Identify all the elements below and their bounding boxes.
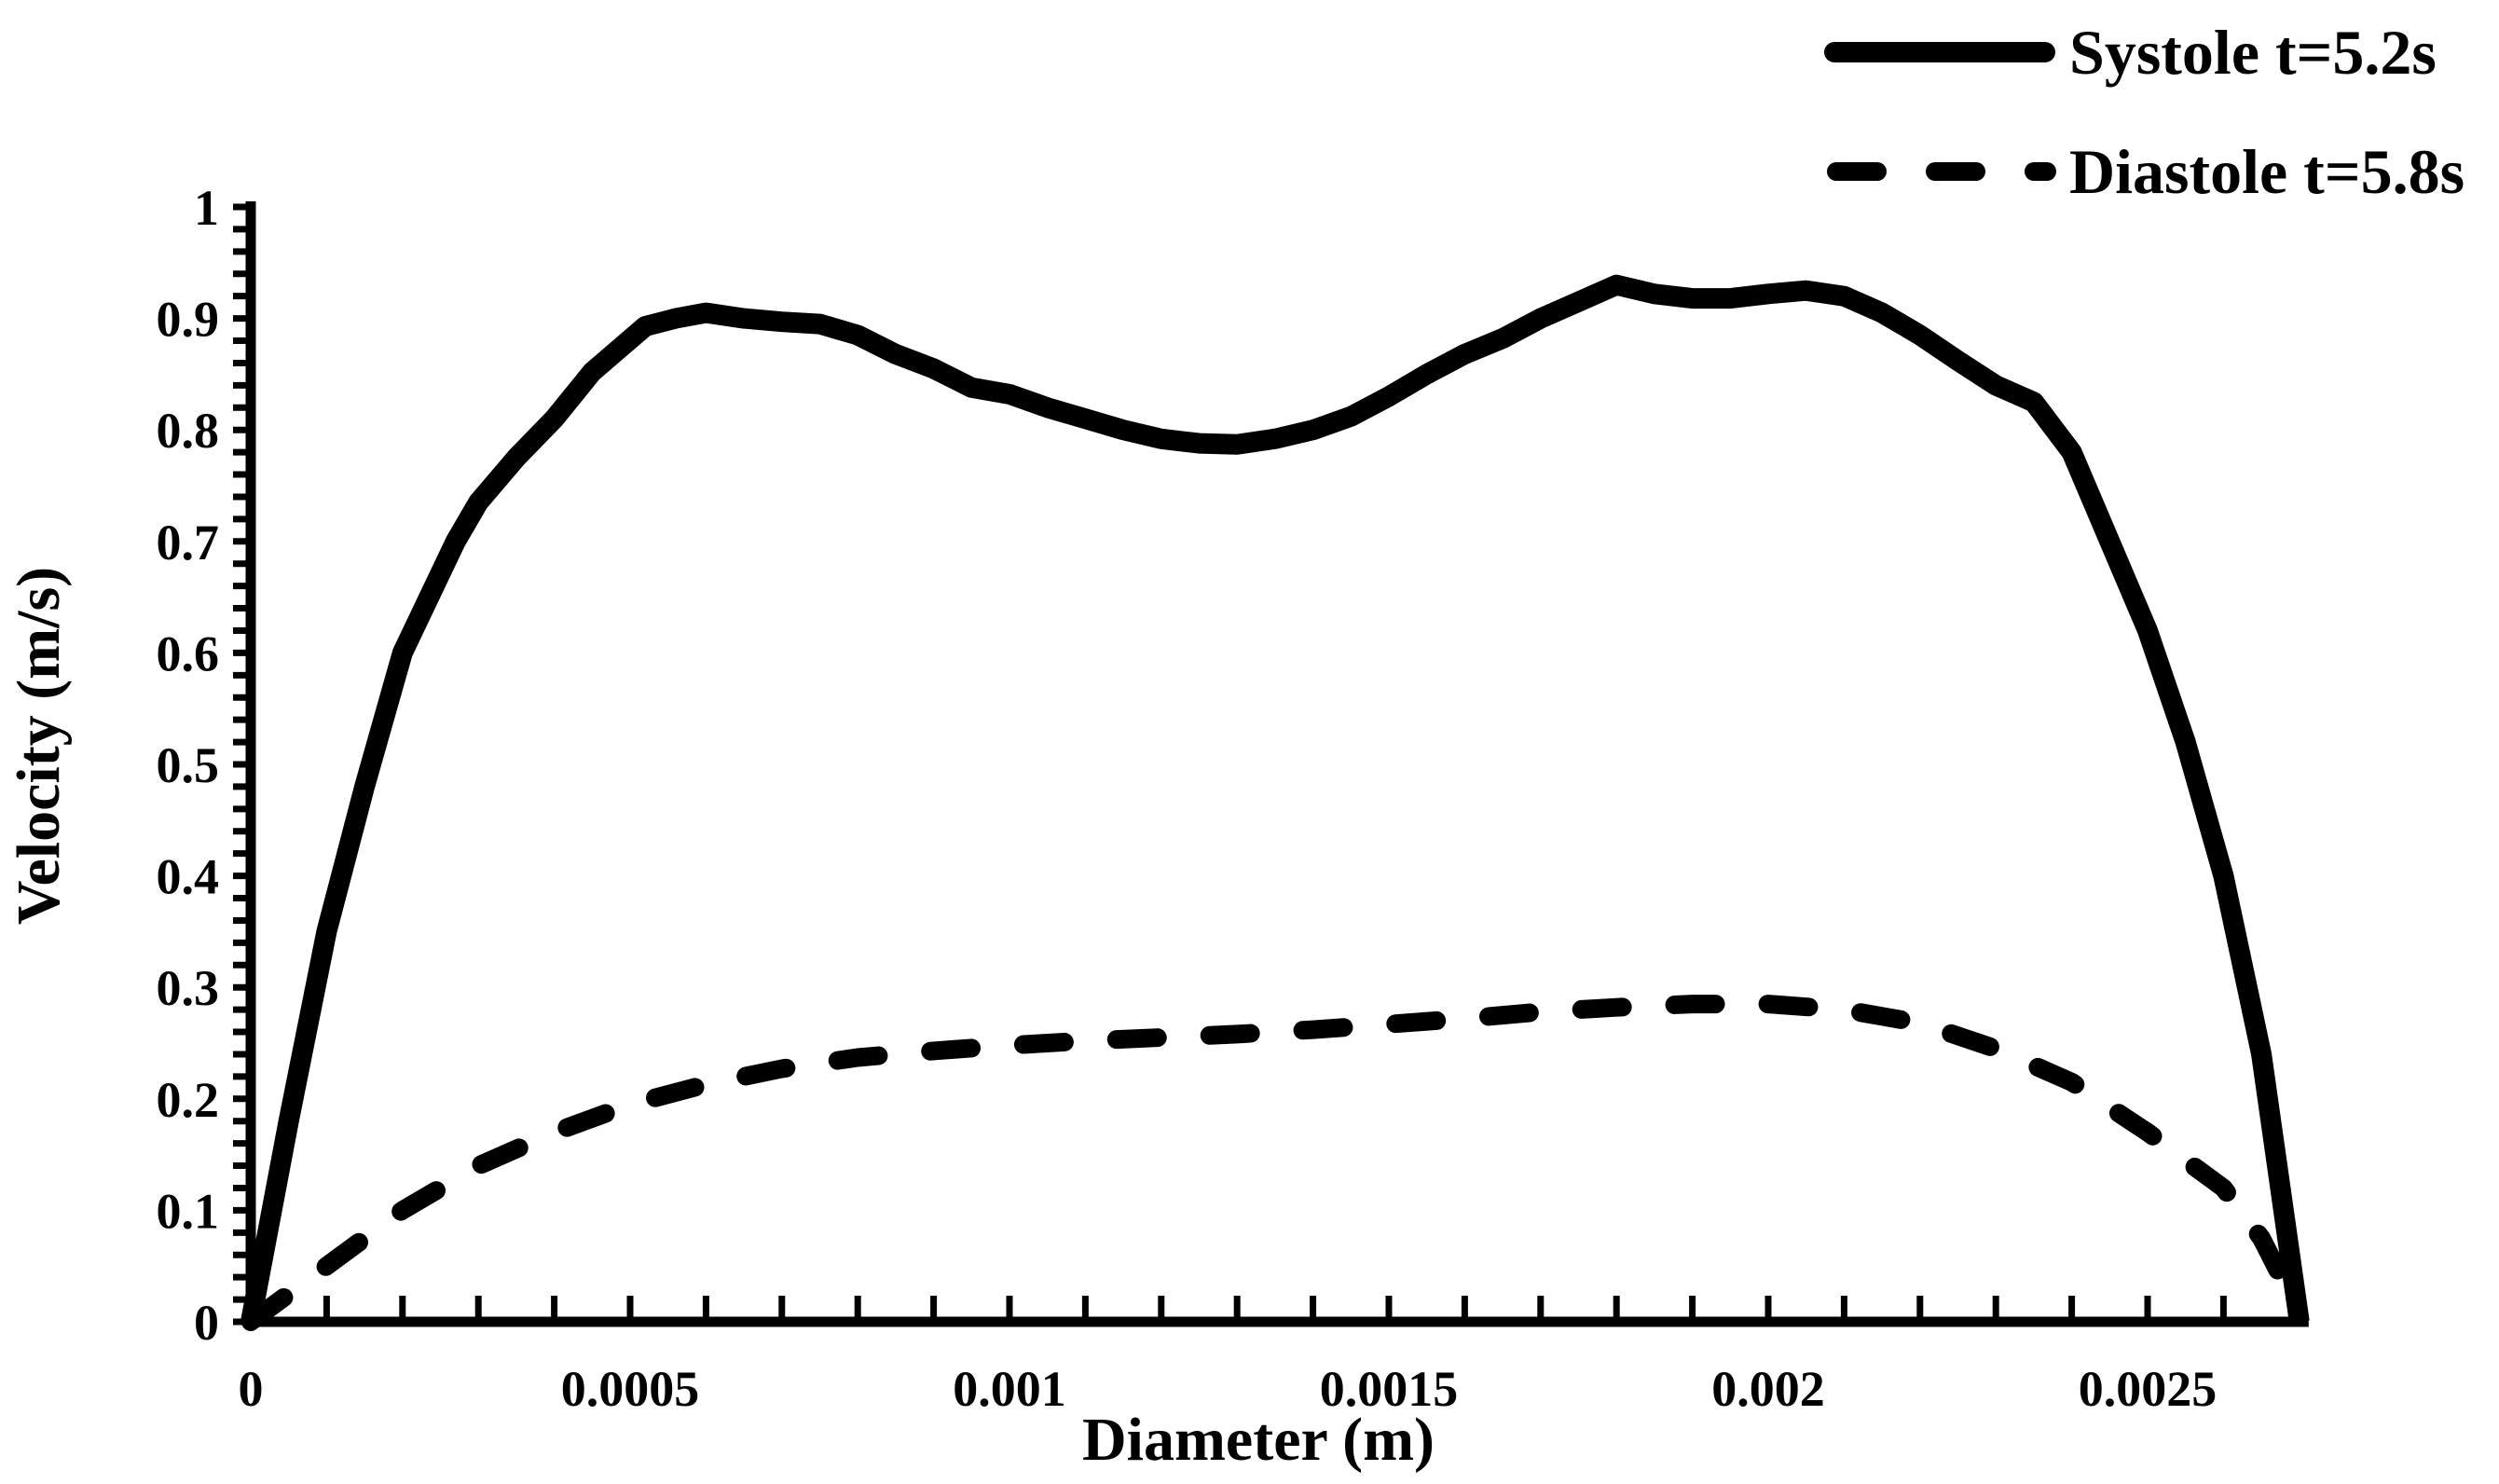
y-tick-label: 0.4 [157, 849, 220, 905]
y-tick-label: 0.1 [157, 1183, 220, 1239]
y-tick-label: 0.7 [157, 515, 220, 570]
x-tick-label: 0 [239, 1361, 264, 1417]
systole-line [240, 274, 2310, 1325]
y-tick-label: 0.5 [157, 737, 220, 793]
y-tick-label: 1 [194, 180, 219, 236]
x-tick-label: 0.0015 [1320, 1361, 1459, 1417]
y-tick-label: 0 [194, 1295, 219, 1351]
x-axis-title: Diameter (m) [1081, 1406, 1435, 1474]
y-axis-title: Velocity (m/s) [5, 566, 73, 926]
x-tick-label: 0.002 [1711, 1361, 1825, 1417]
y-tick-label: 0.2 [157, 1072, 220, 1128]
solid-line-swatch [1824, 42, 2055, 62]
y-tick-label: 0.8 [157, 403, 220, 459]
legend-item-diastole: Diastole t=5.8s [1823, 127, 2465, 216]
y-tick-label: 0.9 [157, 292, 220, 348]
x-tick-label: 0.0005 [561, 1361, 700, 1417]
dashed-line-swatch [1827, 162, 2056, 181]
legend-label: Systole t=5.2s [2069, 17, 2437, 88]
legend-item-systole: Systole t=5.2s [1823, 7, 2437, 97]
x-tick-label: 0.0025 [2079, 1361, 2218, 1417]
legend-label: Diastole t=5.8s [2069, 136, 2465, 207]
x-tick-label: 0.001 [953, 1361, 1066, 1417]
diastole-line [241, 995, 2309, 1331]
y-tick-label: 0.6 [157, 625, 220, 681]
y-tick-label: 0.3 [157, 960, 220, 1016]
